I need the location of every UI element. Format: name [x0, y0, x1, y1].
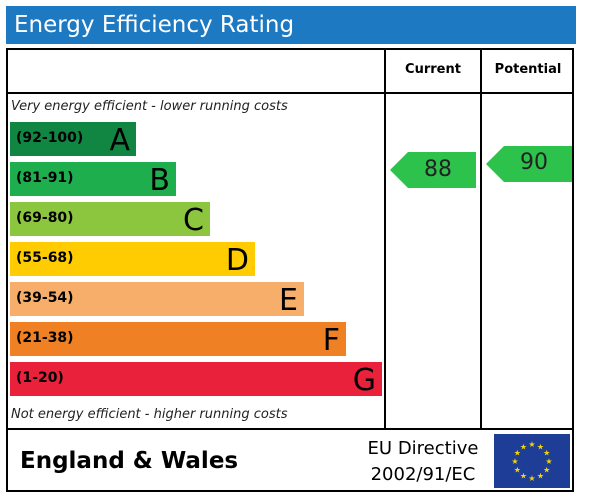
eu-star-icon: ★	[528, 474, 535, 483]
eu-star-icon: ★	[514, 466, 521, 475]
title-bar: Energy Efficiency Rating	[6, 6, 576, 44]
band-range: (21-38)	[16, 330, 74, 346]
band-range: (81-91)	[16, 170, 74, 186]
eu-star-icon: ★	[514, 449, 521, 458]
band-letter: B	[149, 163, 170, 198]
band-letter: E	[279, 283, 298, 318]
directive-line-2: 2002/91/EC	[370, 464, 476, 485]
eu-star-icon: ★	[543, 449, 550, 458]
eu-star-icon: ★	[511, 457, 518, 466]
band-range: (69-80)	[16, 210, 74, 226]
band-g: (1-20) G	[10, 362, 382, 398]
potential-column-header: Potential	[494, 62, 562, 77]
band-letter: G	[352, 363, 376, 398]
current-column-header: Current	[405, 62, 461, 77]
band-letter: F	[322, 323, 340, 358]
band-range: (92-100)	[16, 130, 84, 146]
band-letter: D	[225, 243, 249, 278]
eu-star-icon: ★	[528, 440, 535, 449]
band-f: (21-38) F	[10, 322, 346, 358]
footer-divider	[6, 428, 574, 430]
band-letter: A	[109, 123, 130, 158]
divider-current	[384, 48, 386, 430]
eu-star-icon: ★	[537, 442, 544, 451]
eu-stars-icon: ★ ★★★★★★★★★★★	[511, 440, 552, 483]
top-note: Very energy efficient - lower running co…	[11, 99, 288, 114]
eu-star-icon: ★	[545, 457, 552, 466]
region-label: England & Wales	[20, 448, 239, 474]
band-range: (1-20)	[16, 370, 64, 386]
rating-frame	[6, 48, 574, 492]
band-d: (55-68) D	[10, 242, 255, 278]
current-rating-value: 88	[424, 157, 452, 182]
band-range: (55-68)	[16, 250, 74, 266]
eu-directive: EU Directive 2002/91/EC	[356, 436, 490, 488]
directive-line-1: EU Directive	[367, 438, 479, 459]
chart-title: Energy Efficiency Rating	[14, 12, 295, 38]
band-range: (39-54)	[16, 290, 74, 306]
potential-rating-value: 90	[520, 150, 548, 175]
band-b: (81-91) B	[10, 162, 176, 198]
band-letter: C	[183, 203, 204, 238]
divider-potential	[480, 48, 482, 430]
bottom-note: Not energy efficient - higher running co…	[11, 407, 288, 422]
band-c: (69-80) C	[10, 202, 210, 238]
band-a: (92-100) A	[10, 122, 136, 158]
eu-star-icon: ★	[543, 466, 550, 475]
header-divider	[6, 92, 574, 94]
eu-star-icon: ★	[537, 472, 544, 481]
eu-star-icon: ★	[520, 472, 527, 481]
eu-flag-icon: ★ ★ ★ ★ ★ ★ ★ ★ ★ ★ ★ ★	[494, 434, 570, 488]
band-e: (39-54) E	[10, 282, 304, 318]
eu-star-icon: ★	[520, 442, 527, 451]
